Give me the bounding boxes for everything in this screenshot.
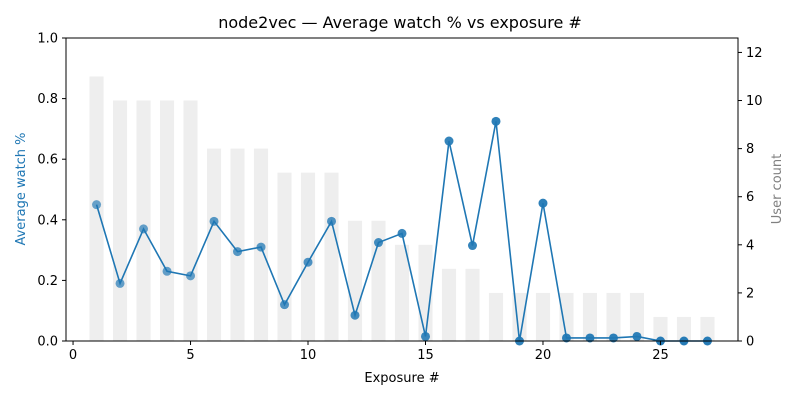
avg-watch-point [374,238,384,248]
y2-tick-label: 12 [746,46,763,61]
y-tick-label: 0.2 [37,274,58,289]
avg-watch-point [209,216,219,226]
user-count-bar [653,316,668,341]
user-count-bar [441,268,457,341]
avg-watch-point [467,241,477,251]
user-count-bar [206,148,222,341]
user-count-bar [230,148,245,341]
chart-title: node2vec — Average watch % vs exposure # [218,13,582,32]
avg-watch-point [632,331,642,341]
y2-tick-label: 4 [746,238,754,253]
avg-watch-point [397,228,407,238]
x-axis-label: Exposure # [364,371,439,386]
avg-watch-point [280,300,290,310]
avg-watch-point [350,310,360,320]
plot-frame [65,37,739,342]
bars-layer [89,76,715,342]
y-tick-label: 0.4 [37,213,58,228]
y2-axis-label: User count [770,154,785,224]
y2-tick-label: 10 [746,94,763,109]
avg-watch-point [538,198,548,208]
avg-watch-point [420,331,430,341]
user-count-bar [394,244,410,341]
ticks-layer: 0 5 10 15 20 25 0.0 0.2 0.4 0.6 0.8 1.0 0 2 4 6 8 10 12 [37,32,762,364]
avg-watch-point [256,242,266,252]
x-tick-label: 10 [300,348,317,363]
avg-watch-point [585,333,595,343]
y2-tick-label: 8 [746,142,754,157]
x-tick-label: 5 [186,348,194,363]
avg-watch-point [139,224,149,234]
points-layer [92,116,712,346]
avg-watch-point [608,333,618,343]
user-count-bar [159,100,175,342]
y2-tick-label: 2 [746,286,754,301]
y2-tick-label: 6 [746,190,754,205]
y-axis-label: Average watch % [14,132,29,245]
avg-watch-point [327,216,337,226]
user-count-bar [629,292,645,341]
x-tick-label: 20 [535,348,552,363]
y-tick-label: 1.0 [37,32,58,47]
avg-watch-point [186,271,196,281]
user-count-bar [183,100,198,342]
user-count-bar [324,172,339,341]
user-count-bar [535,292,551,341]
user-count-bar [136,100,151,342]
user-count-bar [277,172,292,341]
y-tick-label: 0.8 [37,92,58,107]
user-count-bar [582,292,598,341]
user-count-bar [418,244,433,341]
avg-watch-point [491,116,501,126]
user-count-bar [465,268,480,341]
y-tick-label: 0.6 [37,153,58,168]
avg-watch-point [115,278,125,288]
avg-watch-point [233,247,243,257]
user-count-bar [559,292,574,341]
user-count-bar [700,316,715,341]
avg-watch-point [561,333,571,343]
user-count-bar [488,292,504,341]
y2-tick-label: 0 [746,335,754,350]
avg-watch-point [444,136,454,146]
avg-watch-point [92,200,102,210]
avg-watch-point [162,266,172,276]
x-tick-label: 15 [417,348,434,363]
axes-layer [65,37,739,342]
y-tick-label: 0.0 [37,335,58,350]
user-count-bar [112,100,128,342]
user-count-bar [300,172,316,341]
user-count-bar [676,316,692,341]
user-count-bar [347,220,363,341]
x-tick-label: 0 [69,348,77,363]
avg-watch-point [303,257,313,267]
user-count-bar [606,292,621,341]
x-tick-label: 25 [652,348,669,363]
